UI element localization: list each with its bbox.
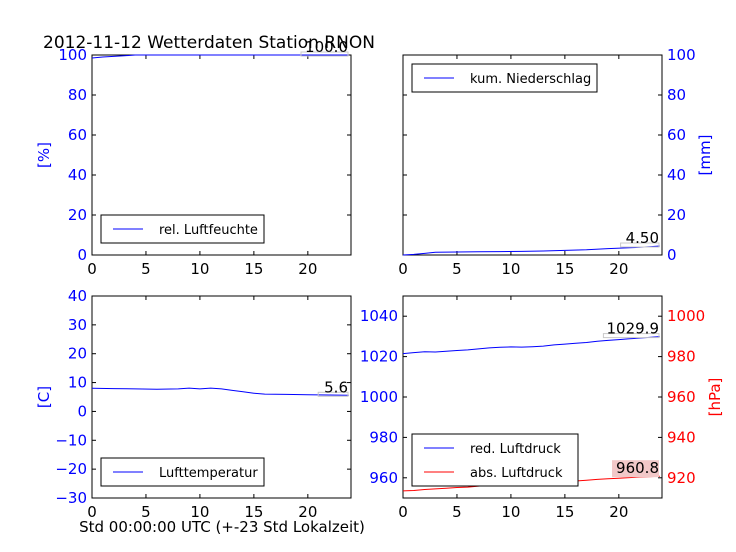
- end-value-label: 100.0: [305, 38, 348, 56]
- axes-frame: [91, 295, 352, 499]
- x-tick-label: 20: [609, 260, 628, 278]
- x-tick-label: 5: [452, 503, 462, 521]
- y-tick-label: 40: [68, 166, 87, 184]
- end-value-label: 960.8: [616, 459, 659, 477]
- series-line: [91, 387, 349, 396]
- y-tick-label: 20: [667, 206, 686, 224]
- series-line: [402, 245, 660, 256]
- x-tick-label: 5: [141, 260, 151, 278]
- legend-box: [411, 433, 579, 487]
- y-tick-label: 20: [68, 206, 87, 224]
- panel-pressure: 0 5 10 15 20 960 980 1000 1020 1040 920 940 960 980 10…: [360, 295, 724, 521]
- end-label-box: [620, 242, 660, 248]
- x-tick-label: 20: [609, 503, 628, 521]
- end-label-bg: [612, 460, 659, 478]
- y-tick-label: 10: [68, 374, 87, 392]
- x-tick-label: 15: [244, 260, 263, 278]
- y-tick-label: 60: [68, 126, 87, 144]
- panel-precipitation: 0 5 10 15 20 0 20 40 60 80 100 [mm] 4.50 kum. Nieders…: [398, 46, 714, 278]
- y-tick-label: 0: [77, 402, 87, 420]
- legend: rel. Luftfeuchte: [100, 214, 265, 244]
- y-tick-label: 0: [77, 246, 87, 264]
- y-tick-label: 20: [68, 345, 87, 363]
- x-tick-label: 10: [190, 503, 209, 521]
- x-tick-label: 10: [190, 260, 209, 278]
- x-tick-label: 10: [501, 503, 520, 521]
- y-tick-label: 40: [68, 287, 87, 305]
- series-line: [91, 54, 349, 59]
- y-axis-label: [C]: [35, 386, 53, 408]
- y-tick-label: 60: [667, 126, 686, 144]
- y-tick-label-right: 1000: [667, 307, 705, 325]
- end-label-box: [317, 391, 349, 397]
- x-tick-label: 15: [244, 503, 263, 521]
- y-tick-label-right: 960: [667, 388, 696, 406]
- x-tick-label: 10: [501, 260, 520, 278]
- x-tick-label: 0: [398, 260, 408, 278]
- y-tick-label: 80: [667, 86, 686, 104]
- end-value-label: 5.6: [324, 378, 348, 396]
- legend-label: red. Luftdruck: [470, 442, 561, 457]
- x-tick-label: 0: [87, 503, 97, 521]
- x-tick-label: 0: [398, 503, 408, 521]
- x-tick-label: 0: [87, 260, 97, 278]
- legend: red. Luftdruck abs. Luftdruck: [411, 433, 579, 487]
- y-axis-label: [%]: [35, 142, 53, 168]
- legend-label: rel. Luftfeuchte: [159, 223, 258, 238]
- end-label-box: [300, 51, 349, 57]
- y-tick-label: 0: [667, 246, 677, 264]
- y-tick-label: 100: [667, 46, 696, 64]
- x-tick-label: 20: [298, 260, 317, 278]
- y-tick-label: 40: [667, 166, 686, 184]
- legend-label: kum. Niederschlag: [470, 72, 591, 87]
- end-label-box: [602, 333, 660, 339]
- x-tick-label: 20: [298, 503, 317, 521]
- figure-title: 2012-11-12 Wetterdaten Station RNON: [43, 33, 375, 53]
- x-tick-label: 5: [452, 260, 462, 278]
- y-tick-label: 1040: [360, 307, 398, 325]
- legend-label: Lufttemperatur: [159, 466, 258, 481]
- y-tick-label: 100: [58, 46, 87, 64]
- x-axis-label: Std 00:00:00 UTC (+-23 Std Lokalzeit): [79, 518, 365, 536]
- x-tick-label: 15: [555, 503, 574, 521]
- legend: Lufttemperatur: [100, 457, 265, 487]
- y-axis-label-right: [hPa]: [706, 378, 724, 417]
- y-tick-label: −20: [55, 460, 87, 478]
- y-tick-label-right: 980: [667, 348, 696, 366]
- y-tick-label: 1020: [360, 348, 398, 366]
- legend-label: abs. Luftdruck: [470, 466, 563, 481]
- y-axis-label: [mm]: [696, 135, 714, 176]
- end-value-label: 1029.9: [607, 320, 660, 338]
- y-tick-label: 980: [369, 428, 398, 446]
- y-tick-label: 960: [369, 469, 398, 487]
- legend: kum. Niederschlag: [411, 63, 598, 93]
- x-tick-label: 15: [555, 260, 574, 278]
- y-tick-label-right: 940: [667, 428, 696, 446]
- series-line: [402, 336, 660, 355]
- panel-temperature: 0 5 10 15 20 −30 −20 −10 0 10 20 30 40 [C] 5.6 Lufttemp…: [35, 287, 352, 521]
- y-tick-label-right: 920: [667, 469, 696, 487]
- end-value-label: 4.50: [626, 229, 659, 247]
- x-tick-label: 5: [141, 503, 151, 521]
- axes-frame: [402, 54, 663, 256]
- y-tick-label: −10: [55, 431, 87, 449]
- y-tick-label: 30: [68, 316, 87, 334]
- legend-box: [100, 214, 265, 244]
- y-tick-label: 80: [68, 86, 87, 104]
- panel-humidity: 0 5 10 15 20 0 20 40 60 80 100 [%] 100.0 rel. Luftfeu…: [35, 38, 352, 278]
- y-tick-label: −30: [55, 489, 87, 507]
- y-tick-label: 1000: [360, 388, 398, 406]
